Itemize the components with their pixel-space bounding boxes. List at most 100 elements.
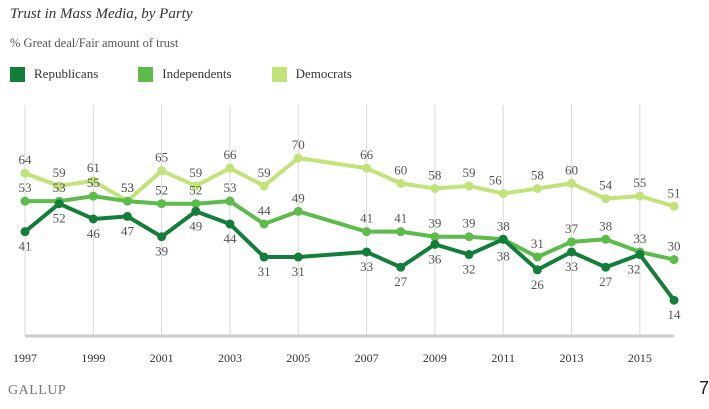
data-label-independents: 39 bbox=[428, 216, 441, 231]
chart-subtitle: % Great deal/Fair amount of trust bbox=[10, 36, 179, 50]
data-point-independents bbox=[225, 196, 235, 206]
data-label-democrats: 59 bbox=[53, 165, 66, 180]
data-label-republicans: 44 bbox=[223, 231, 237, 246]
data-point-democrats bbox=[635, 191, 645, 201]
chart-title: Trust in Mass Media, by Party bbox=[10, 6, 193, 22]
x-tick-label: 1999 bbox=[81, 351, 105, 365]
x-tick-label: 1997 bbox=[13, 351, 37, 365]
data-label-democrats: 53 bbox=[121, 180, 134, 195]
data-point-republicans bbox=[225, 219, 235, 229]
x-tick-label: 2003 bbox=[218, 351, 242, 365]
data-label-democrats: 70 bbox=[292, 137, 305, 152]
data-point-democrats bbox=[396, 178, 406, 188]
data-point-republicans bbox=[567, 247, 577, 257]
data-point-republicans bbox=[635, 250, 645, 260]
gridlines bbox=[24, 105, 641, 336]
x-tick-label: 2005 bbox=[286, 351, 310, 365]
data-label-independents: 37 bbox=[565, 221, 579, 236]
data-point-independents bbox=[20, 196, 30, 206]
page-number: 7 bbox=[699, 378, 709, 398]
data-label-democrats: 59 bbox=[189, 165, 202, 180]
data-label-democrats: 58 bbox=[428, 167, 441, 182]
data-label-independents: 53 bbox=[53, 180, 66, 195]
data-point-republicans bbox=[259, 252, 269, 262]
data-label-republicans: 49 bbox=[189, 218, 202, 233]
data-label-republicans: 26 bbox=[531, 277, 545, 292]
data-label-independents: 33 bbox=[633, 231, 646, 246]
data-label-democrats: 60 bbox=[394, 162, 407, 177]
legend-item-republicans: Republicans bbox=[10, 66, 98, 82]
data-point-republicans bbox=[396, 262, 406, 272]
data-point-republicans bbox=[122, 211, 132, 221]
data-label-independents: 52 bbox=[189, 183, 202, 198]
data-point-independents bbox=[191, 199, 201, 209]
data-point-republicans bbox=[293, 252, 303, 262]
x-tick-label: 2013 bbox=[560, 351, 584, 365]
data-point-democrats bbox=[430, 183, 440, 193]
data-point-independents bbox=[88, 191, 98, 201]
data-point-democrats bbox=[88, 176, 98, 186]
data-point-independents bbox=[362, 227, 372, 237]
data-label-republicans: 31 bbox=[292, 264, 305, 279]
data-point-republicans bbox=[601, 262, 611, 272]
data-point-independents bbox=[293, 206, 303, 216]
data-label-independents: 31 bbox=[531, 236, 544, 251]
data-label-independents: 38 bbox=[599, 218, 612, 233]
data-label-democrats: 55 bbox=[633, 175, 646, 190]
data-label-republicans: 33 bbox=[360, 259, 373, 274]
legend-swatch-republicans bbox=[10, 66, 25, 82]
data-point-democrats bbox=[464, 181, 474, 191]
legend-swatch-independents bbox=[138, 66, 154, 82]
data-point-democrats bbox=[601, 194, 611, 204]
legend: Republicans Independents Democrats bbox=[10, 66, 392, 82]
data-point-independents bbox=[567, 237, 577, 247]
data-point-democrats bbox=[498, 189, 508, 199]
data-label-independents: 39 bbox=[463, 216, 476, 231]
data-point-republicans bbox=[464, 250, 474, 260]
data-point-independents bbox=[464, 232, 474, 242]
data-label-democrats: 58 bbox=[531, 167, 544, 182]
x-tick-label: 2011 bbox=[491, 351, 515, 365]
data-label-republicans: 27 bbox=[599, 274, 613, 289]
data-point-democrats bbox=[225, 163, 235, 173]
data-label-republicans: 39 bbox=[155, 244, 168, 259]
data-point-republicans bbox=[20, 227, 30, 237]
data-label-independents: 52 bbox=[155, 183, 168, 198]
data-point-independents bbox=[157, 199, 167, 209]
data-label-republicans: 47 bbox=[121, 223, 135, 238]
data-point-independents bbox=[601, 234, 611, 244]
data-point-independents bbox=[430, 232, 440, 242]
data-label-republicans: 41 bbox=[19, 239, 32, 254]
data-point-republicans bbox=[498, 234, 508, 244]
data-point-democrats bbox=[157, 166, 167, 176]
data-point-democrats bbox=[293, 153, 303, 163]
data-label-democrats: 51 bbox=[668, 185, 681, 200]
data-label-republicans: 52 bbox=[53, 211, 66, 226]
legend-item-independents: Independents bbox=[138, 66, 232, 82]
data-label-independents: 55 bbox=[87, 175, 100, 190]
legend-item-democrats: Democrats bbox=[271, 66, 352, 82]
x-tick-label: 2015 bbox=[628, 351, 652, 365]
data-label-independents: 49 bbox=[292, 190, 305, 205]
x-tick-label: 2001 bbox=[150, 351, 174, 365]
data-label-independents: 53 bbox=[223, 180, 236, 195]
data-label-republicans: 31 bbox=[258, 264, 271, 279]
legend-label-democrats: Democrats bbox=[295, 66, 352, 81]
legend-label-republicans: Republicans bbox=[34, 66, 99, 81]
data-point-independents bbox=[396, 227, 406, 237]
data-point-democrats bbox=[669, 201, 679, 211]
data-label-independents: 53 bbox=[121, 180, 134, 195]
data-label-republicans: 36 bbox=[428, 251, 442, 266]
data-label-republicans: 32 bbox=[463, 262, 476, 277]
data-label-democrats: 59 bbox=[258, 165, 271, 180]
data-label-democrats: 66 bbox=[360, 147, 374, 162]
data-point-democrats bbox=[362, 163, 372, 173]
data-point-democrats bbox=[191, 181, 201, 191]
data-point-democrats bbox=[532, 183, 542, 193]
series-lines bbox=[20, 153, 679, 305]
data-label-republicans: 14 bbox=[668, 307, 682, 322]
data-label-independents: 44 bbox=[258, 203, 272, 218]
data-label-democrats: 56 bbox=[489, 173, 503, 188]
data-point-independents bbox=[669, 255, 679, 265]
data-label-independents: 41 bbox=[360, 211, 373, 226]
